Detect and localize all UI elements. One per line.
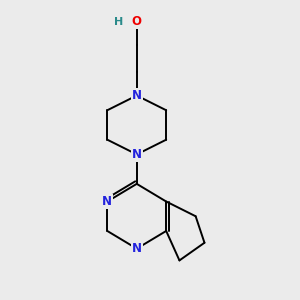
Text: N: N [132,242,142,255]
Text: N: N [132,148,142,161]
Text: N: N [102,195,112,208]
Text: N: N [132,89,142,102]
Text: H: H [115,17,124,27]
Text: O: O [132,15,142,28]
